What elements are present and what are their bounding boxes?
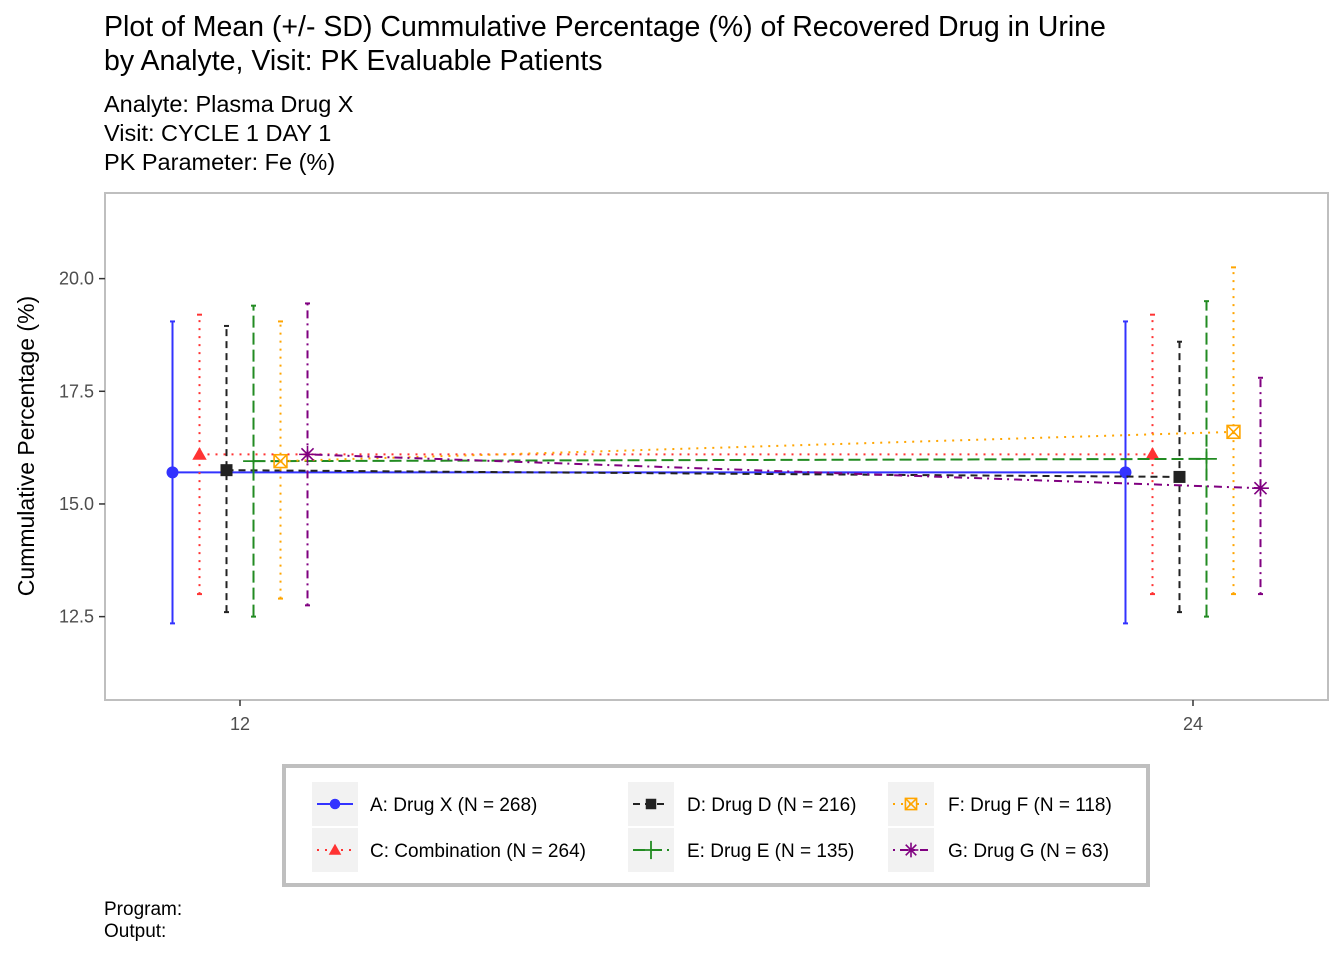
legend-key-marker	[903, 842, 919, 858]
error-bar	[1230, 266, 1236, 596]
title-line-2: by Analyte, Visit: PK Evaluable Patients	[104, 45, 603, 77]
legend-key-marker	[641, 840, 661, 860]
data-point	[243, 450, 264, 472]
series-line	[226, 469, 1180, 478]
data-point	[273, 453, 288, 469]
error-bar	[197, 313, 203, 596]
legend-item-1: A: Drug X (N = 268)	[312, 782, 537, 826]
legend-label: G: Drug G (N = 63)	[948, 841, 1109, 862]
data-point	[1226, 424, 1241, 440]
data-point	[220, 464, 233, 477]
legend-label: E: Drug E (N = 135)	[687, 841, 854, 862]
data-point	[1196, 448, 1217, 470]
subtitle-analyte: Analyte: Plasma Drug X	[104, 91, 354, 117]
y-tick-label: 12.5	[59, 607, 94, 627]
data-point	[192, 447, 207, 460]
series-3	[220, 324, 1186, 614]
subtitle-visit: Visit: CYCLE 1 DAY 1	[104, 120, 332, 146]
series-6	[299, 302, 1269, 607]
plot-panel	[104, 192, 1329, 701]
subtitle-pk-parameter: PK Parameter: Fe (%)	[104, 149, 336, 175]
output-label: Output:	[104, 921, 167, 942]
legend-item-4: E: Drug E (N = 135)	[628, 828, 854, 872]
series-5	[273, 266, 1241, 600]
y-axis: 12.5 15.0 17.5 20.0	[59, 269, 105, 627]
series-layer	[166, 266, 1269, 625]
footer: Program: Output:	[104, 899, 182, 943]
legend-item-5: F: Drug F (N = 118)	[888, 782, 1112, 826]
data-point	[1119, 466, 1132, 479]
data-point	[299, 445, 316, 463]
data-point	[1173, 470, 1186, 483]
legend-label: D: Drug D (N = 216)	[687, 795, 856, 816]
y-tick-label: 15.0	[59, 494, 94, 514]
error-bar	[1149, 313, 1155, 596]
series-4	[243, 300, 1217, 618]
chart-title: Plot of Mean (+/- SD) Cummulative Percen…	[104, 10, 1106, 78]
series-2	[192, 313, 1160, 596]
chart-subtitle: Analyte: Plasma Drug X Visit: CYCLE 1 DA…	[104, 90, 353, 177]
y-tick-label: 17.5	[59, 381, 94, 401]
series-line	[307, 453, 1261, 490]
legend-label: A: Drug X (N = 268)	[370, 795, 537, 816]
x-tick-label: 24	[1183, 714, 1203, 734]
legend-label: C: Combination (N = 264)	[370, 841, 586, 862]
legend-key-marker	[328, 843, 342, 855]
legend-key-marker	[329, 798, 341, 810]
title-line-1: Plot of Mean (+/- SD) Cummulative Percen…	[104, 11, 1106, 43]
data-point	[1145, 447, 1160, 460]
error-bar	[224, 324, 230, 614]
x-axis: 12 24	[230, 700, 1203, 734]
error-bar	[278, 320, 284, 600]
legend-key-marker	[904, 797, 918, 811]
legend-key-marker	[645, 798, 657, 810]
legend: A: Drug X (N = 268) C: Combination (N = 2…	[312, 782, 1112, 872]
series-line	[253, 457, 1207, 463]
legend-item-2: C: Combination (N = 264)	[312, 828, 586, 872]
legend-box	[282, 764, 1150, 887]
legend-label: F: Drug F (N = 118)	[948, 795, 1112, 816]
data-point	[166, 466, 179, 479]
legend-item-6: G: Drug G (N = 63)	[888, 828, 1109, 872]
data-point	[1252, 479, 1269, 497]
y-axis-title: Cummulative Percentage (%)	[13, 296, 39, 596]
x-tick-label: 12	[230, 714, 250, 734]
legend-item-3: D: Drug D (N = 216)	[628, 782, 856, 826]
y-tick-label: 20.0	[59, 269, 94, 289]
program-label: Program:	[104, 899, 183, 920]
